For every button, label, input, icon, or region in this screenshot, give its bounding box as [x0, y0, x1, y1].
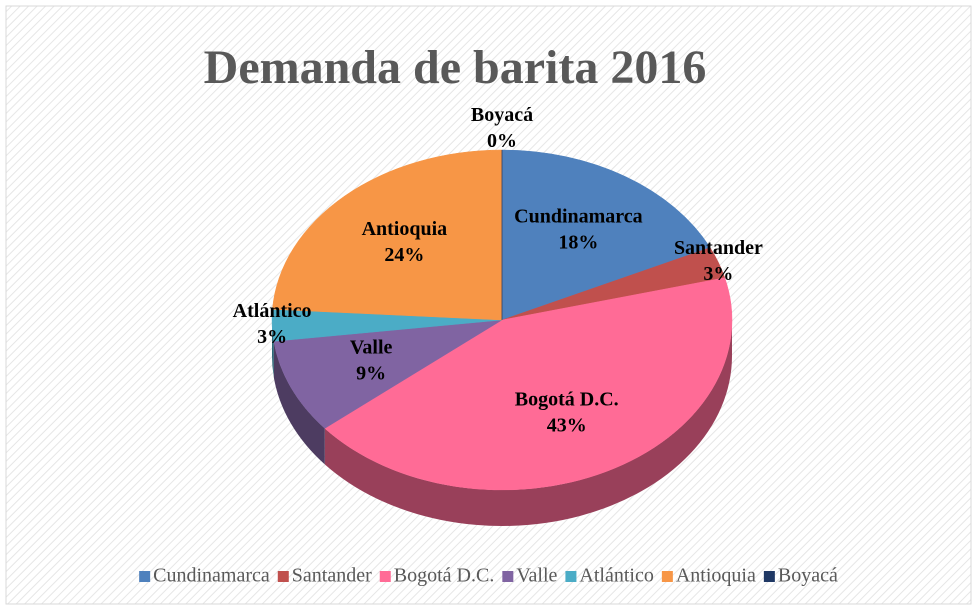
data-label: 9%	[356, 362, 386, 384]
legend-label: Antioquia	[676, 565, 756, 587]
data-label-category: Santander	[674, 237, 763, 259]
legend-label: Boyacá	[778, 565, 838, 587]
data-label: 0%	[487, 130, 517, 152]
data-label: 24%	[384, 244, 424, 266]
pie-slice-side	[273, 341, 325, 465]
data-label: 3%	[703, 263, 733, 285]
pie-slice	[501, 149, 711, 321]
pie-slice	[272, 149, 503, 321]
data-label: 3%	[257, 326, 287, 348]
legend-swatch	[763, 571, 775, 582]
legend-swatch	[139, 571, 151, 582]
legend-swatch	[565, 571, 577, 582]
legend-label: Valle	[516, 565, 557, 587]
data-label: 43%	[547, 415, 587, 437]
data-label-category: Boyacá	[471, 104, 533, 126]
data-label-category: Antioquia	[362, 218, 448, 240]
data-label-category: Bogotá D.C.	[515, 389, 619, 411]
legend-swatch	[379, 571, 391, 582]
pie-slice	[324, 277, 733, 491]
pie-slice	[273, 319, 503, 429]
legend-swatch	[502, 571, 514, 582]
legend-label: Atlántico	[579, 565, 653, 587]
legend-swatch	[661, 571, 673, 582]
chart-title: Demanda de barita 2016	[204, 41, 707, 94]
legend-label: Santander	[292, 565, 372, 587]
legend-label: Cundinamarca	[153, 565, 270, 587]
pie-slice-side	[272, 320, 274, 378]
legend-swatch	[277, 571, 289, 582]
data-label: 18%	[558, 232, 598, 254]
data-label-category: Atlántico	[233, 300, 312, 322]
legend-label: Bogotá D.C.	[394, 565, 495, 587]
data-label-category: Cundinamarca	[514, 206, 643, 228]
pie-slice-side	[324, 320, 732, 527]
data-label-category: Valle	[350, 336, 393, 358]
